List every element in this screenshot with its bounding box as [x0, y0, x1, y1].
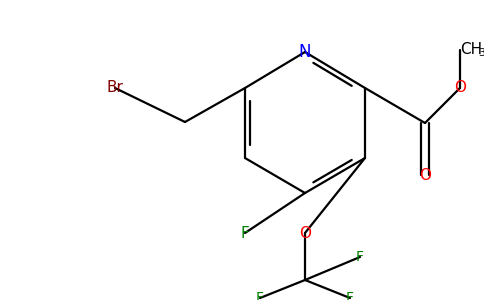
Text: Br: Br — [106, 80, 123, 95]
Text: O: O — [454, 80, 466, 95]
Text: F: F — [346, 291, 354, 300]
Text: N: N — [299, 43, 311, 61]
Text: O: O — [419, 167, 431, 182]
Text: O: O — [299, 226, 311, 241]
Text: CH: CH — [460, 43, 482, 58]
Text: F: F — [241, 226, 249, 241]
Text: F: F — [356, 250, 364, 264]
Text: 3: 3 — [478, 48, 484, 58]
Text: F: F — [256, 291, 264, 300]
